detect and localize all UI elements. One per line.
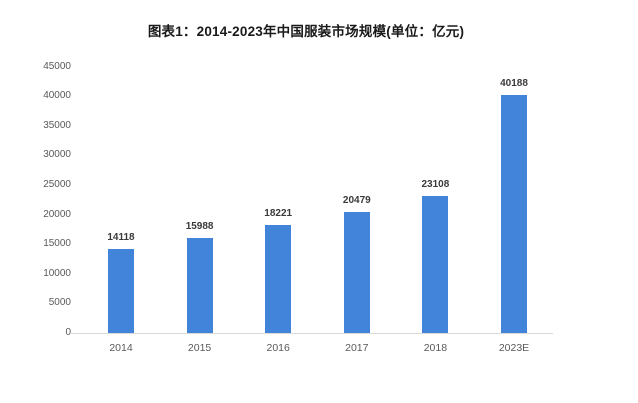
x-axis-category-label: 2017	[345, 342, 369, 354]
y-axis-tick-label: 10000	[43, 267, 71, 279]
bar-value-label: 20479	[342, 194, 371, 206]
x-axis-category-label: 2018	[423, 342, 448, 354]
y-axis-tick-label: 40000	[43, 90, 71, 102]
x-axis-category-label: 2014	[109, 342, 133, 354]
bar-2018	[422, 196, 449, 333]
y-axis-tick-label: 20000	[43, 208, 71, 220]
y-axis-tick-label: 25000	[43, 179, 71, 191]
x-axis-category-label: 2023E	[498, 342, 530, 354]
bar-value-label: 40188	[500, 78, 528, 90]
bar-value-label: 23108	[421, 179, 450, 191]
bar-2016	[265, 225, 292, 333]
x-axis-category-label: 2016	[266, 342, 290, 354]
bar-2023E	[501, 95, 527, 333]
y-axis-tick-label: 5000	[48, 297, 71, 309]
bar-2015	[186, 238, 213, 333]
bar-value-label: 18221	[264, 208, 293, 220]
y-axis-tick-label: 15000	[43, 238, 71, 250]
y-axis-tick-label: 35000	[43, 119, 71, 131]
y-axis-tick-label: 45000	[43, 60, 71, 72]
x-axis-category-label: 2015	[187, 342, 212, 354]
bar-value-label: 15988	[185, 221, 214, 233]
bar-2014	[108, 249, 134, 333]
bar-value-label: 14118	[107, 232, 135, 244]
x-axis-line	[70, 333, 553, 334]
y-axis-tick-label: 30000	[43, 149, 71, 161]
chart-title: 图表1：2014-2023年中国服装市场规模(单位：亿元)	[147, 24, 465, 39]
bar-2017	[343, 211, 370, 333]
y-axis-tick-label: 0	[65, 327, 71, 338]
